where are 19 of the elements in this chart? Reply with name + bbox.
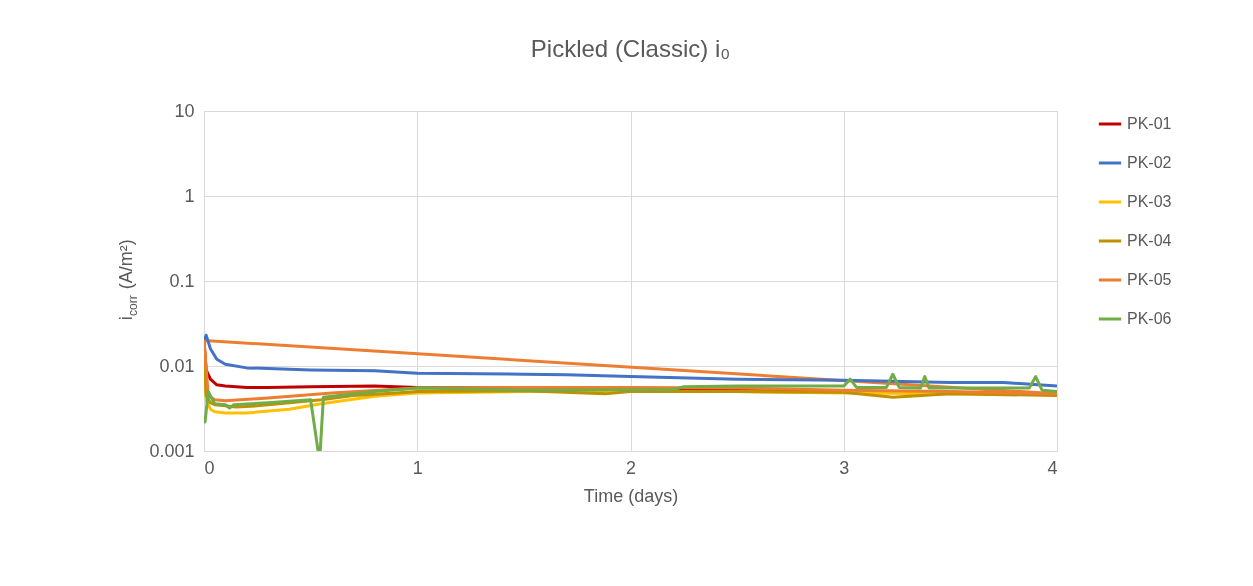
x-tick-label: 1 <box>412 457 423 478</box>
x-tick-label: 3 <box>839 457 850 478</box>
y-tick-label: 10 <box>174 100 195 121</box>
x-tick-label: 2 <box>625 457 637 478</box>
legend-label: PK-05 <box>1127 271 1172 288</box>
y-tick-label: 0.1 <box>169 270 195 291</box>
y-axis-title: icorr (A/m²) <box>116 239 140 321</box>
y-tick-label: 0.01 <box>159 355 195 376</box>
chart-title: Pickled (Classic) i₀ <box>530 35 731 62</box>
x-tick-label: 4 <box>1047 457 1058 478</box>
legend-label: PK-02 <box>1127 154 1172 171</box>
legend-label: PK-04 <box>1127 232 1172 249</box>
y-tick-label: 0.001 <box>149 440 195 461</box>
legend-label: PK-01 <box>1127 115 1172 132</box>
legend-label: PK-06 <box>1127 310 1172 327</box>
legend-label: PK-03 <box>1127 193 1172 210</box>
y-tick-label: 1 <box>184 185 195 206</box>
x-axis-title: Time (days) <box>583 485 679 506</box>
x-tick-label: 0 <box>204 457 215 478</box>
